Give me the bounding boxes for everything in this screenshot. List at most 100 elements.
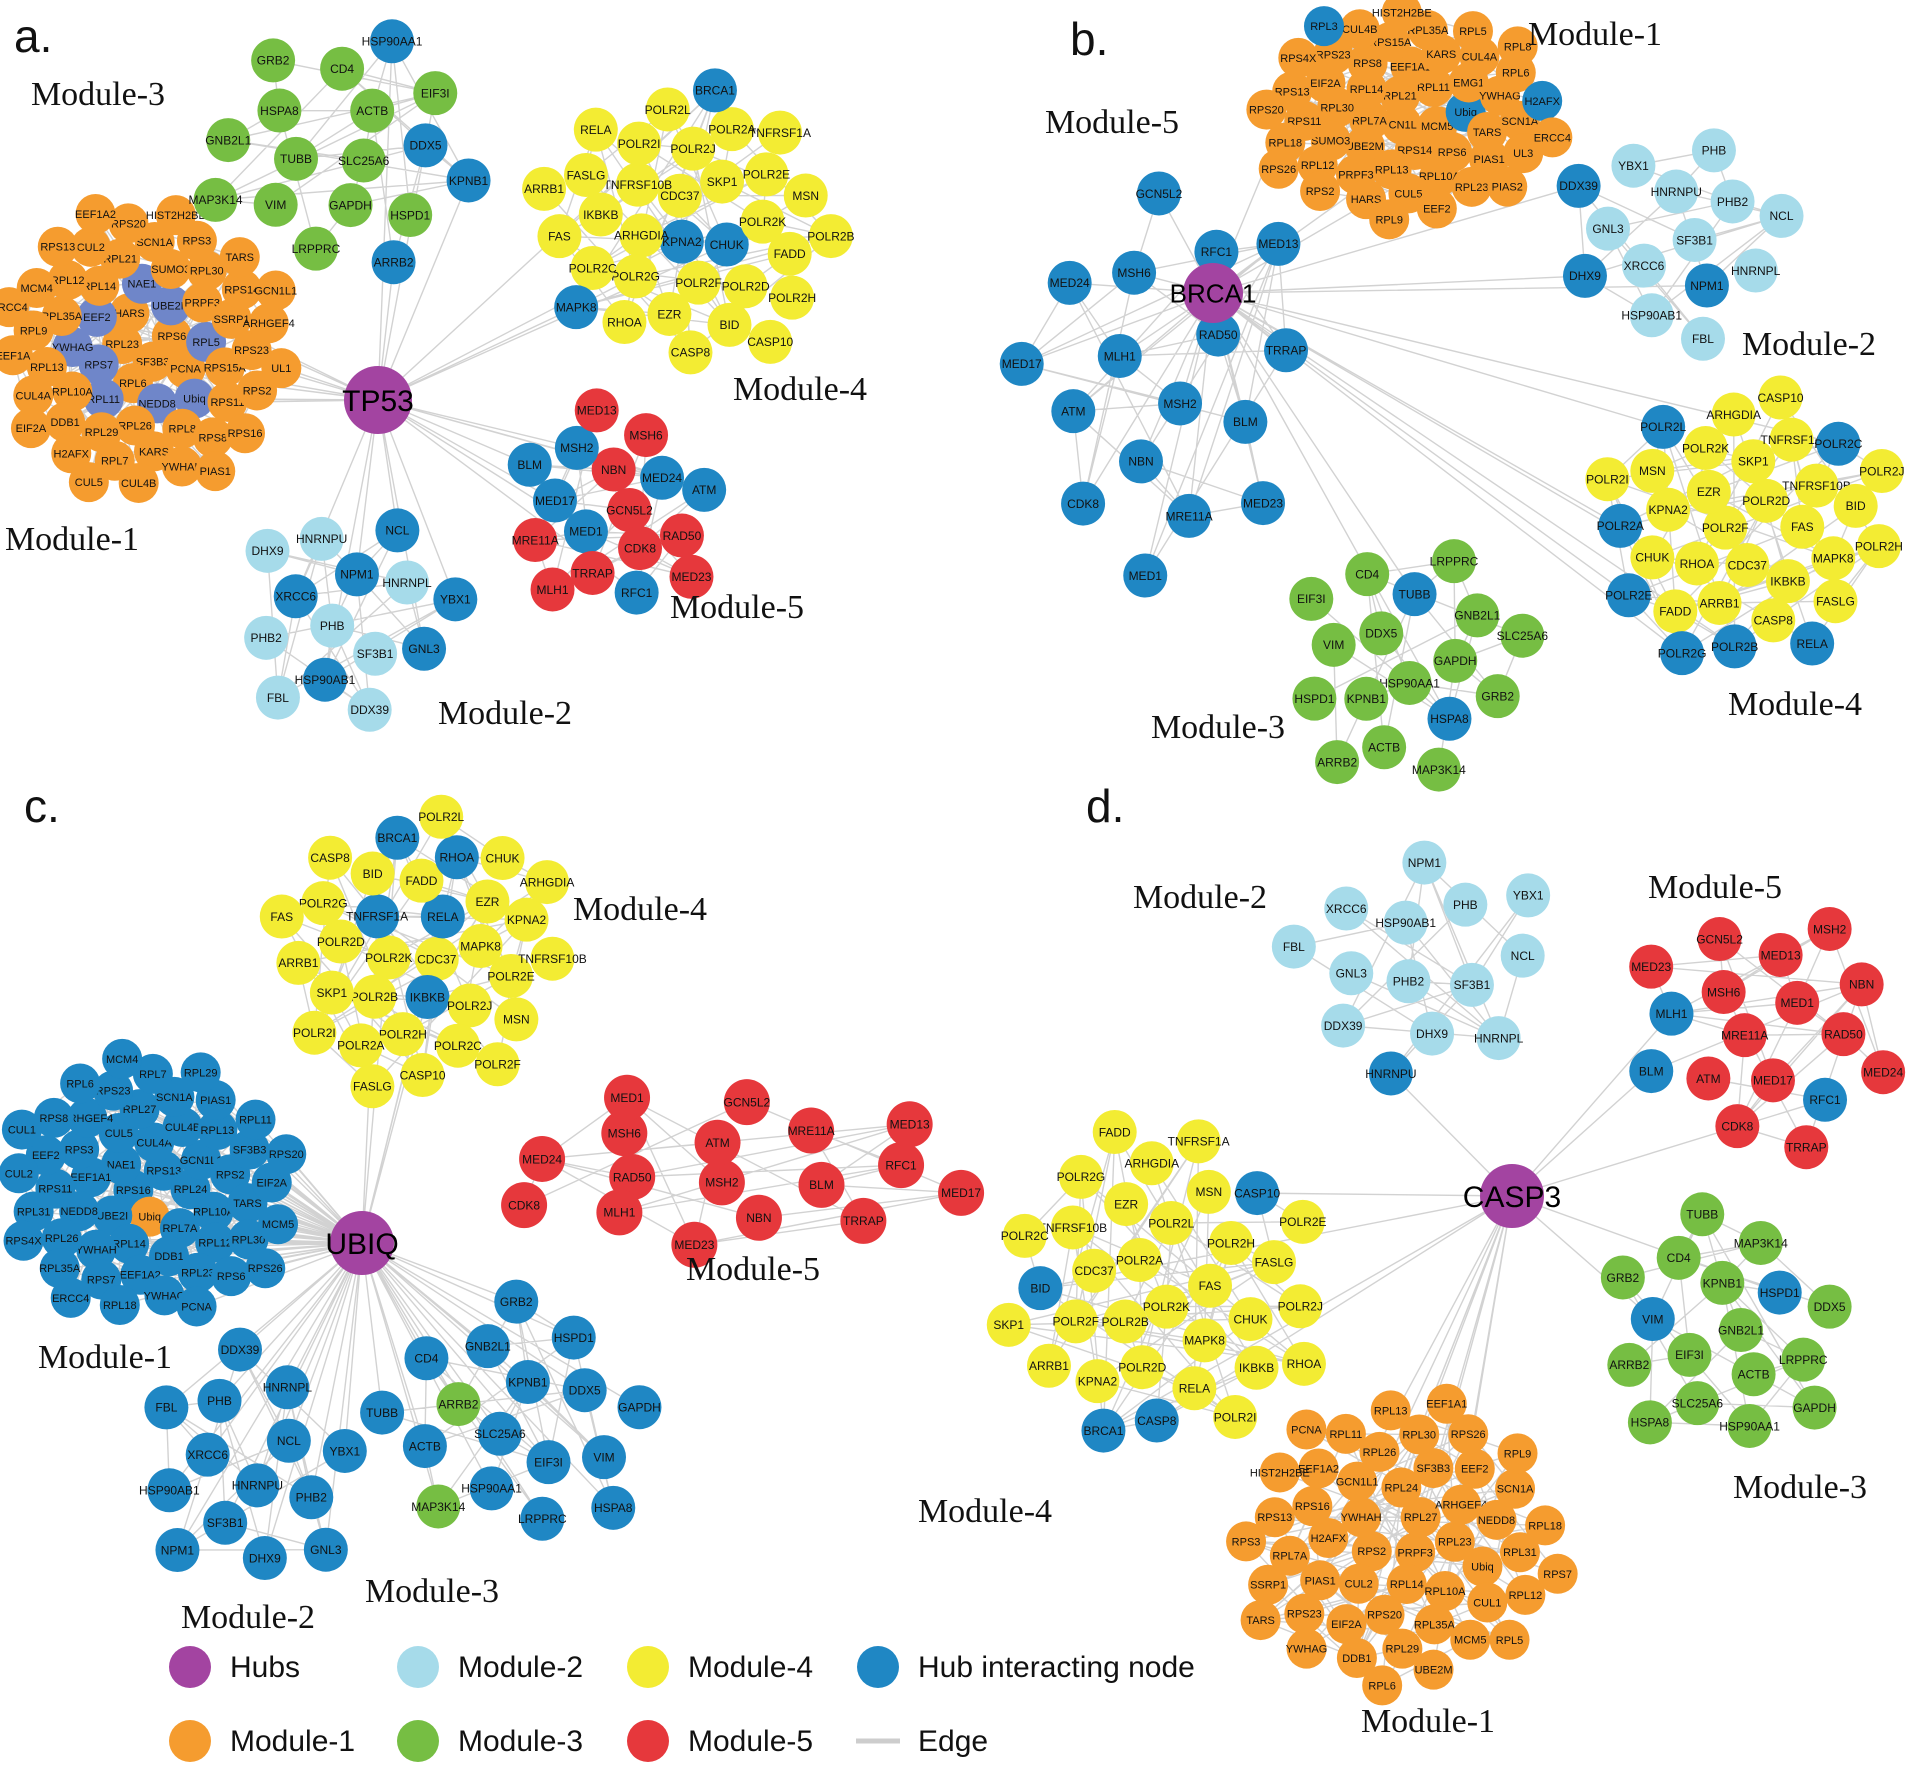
node-RPL6[interactable]	[60, 1063, 101, 1104]
node-EEF1A1[interactable]	[1426, 1383, 1467, 1424]
node-ERCC4[interactable]	[1532, 117, 1573, 158]
node-MSH6[interactable]	[624, 413, 669, 458]
node-POLR2B[interactable]	[808, 214, 853, 259]
node-MED24[interactable]	[1861, 1050, 1906, 1095]
node-BID[interactable]	[1018, 1266, 1063, 1311]
node-BRCA1[interactable]	[1081, 1408, 1126, 1453]
node-UL3[interactable]	[1503, 133, 1544, 174]
node-RPL11[interactable]	[235, 1099, 276, 1140]
node-KPNB1[interactable]	[446, 158, 491, 203]
node-ACTB[interactable]	[1731, 1352, 1776, 1397]
node-RPS8[interactable]	[192, 417, 233, 458]
node-RPL13[interactable]	[1370, 1390, 1411, 1431]
node-CASP8[interactable]	[1751, 598, 1796, 643]
node-HNRNPL[interactable]	[385, 560, 430, 605]
node-SF3B3[interactable]	[229, 1129, 270, 1170]
node-ARRB2[interactable]	[371, 240, 416, 285]
node-ARHGDIA[interactable]	[1711, 392, 1756, 437]
node-XRCC6[interactable]	[273, 574, 318, 619]
node-HSP90AA1[interactable]	[1727, 1403, 1772, 1448]
node-CASP8[interactable]	[668, 330, 713, 375]
node-LRPPRC[interactable]	[520, 1496, 565, 1541]
node-ARRB2[interactable]	[1607, 1342, 1652, 1387]
node-NBN[interactable]	[1839, 962, 1884, 1007]
node-RPS14[interactable]	[221, 269, 262, 310]
node-HSP90AA1[interactable]	[370, 19, 415, 64]
node-RPL24[interactable]	[1381, 1467, 1422, 1508]
node-CDK8[interactable]	[618, 526, 663, 571]
node-PRPF3[interactable]	[1395, 1532, 1436, 1573]
node-EIF3I[interactable]	[413, 71, 458, 116]
node-EEF2[interactable]	[1454, 1448, 1495, 1489]
node-VIM[interactable]	[582, 1435, 627, 1480]
node-CDK8[interactable]	[501, 1182, 548, 1229]
node-EIF3I[interactable]	[1667, 1332, 1712, 1377]
node-KPNB1[interactable]	[1700, 1260, 1745, 1305]
node-ARHGEF4[interactable]	[1441, 1484, 1482, 1525]
node-SKP1[interactable]	[1731, 439, 1776, 484]
node-HSP90AA1[interactable]	[469, 1466, 514, 1511]
node-POLR2I[interactable]	[1585, 457, 1630, 502]
node-PHB2[interactable]	[1710, 179, 1755, 224]
node-EEF2[interactable]	[1416, 188, 1457, 229]
node-EEF1A[interactable]	[0, 335, 33, 376]
node-MED17[interactable]	[938, 1169, 985, 1216]
node-RFC1[interactable]	[1803, 1077, 1848, 1122]
node-POLR2H[interactable]	[1856, 524, 1901, 569]
node-MSN[interactable]	[1630, 448, 1675, 493]
node-TARS[interactable]	[219, 237, 260, 278]
node-CUL2[interactable]	[1338, 1563, 1379, 1604]
node-MSH2[interactable]	[554, 425, 599, 470]
node-RPS23[interactable]	[1284, 1593, 1325, 1634]
node-EEF2[interactable]	[76, 296, 117, 337]
node-RPL23[interactable]	[177, 1252, 218, 1293]
node-CDC37[interactable]	[1072, 1248, 1117, 1293]
node-CUL1[interactable]	[1467, 1582, 1508, 1623]
node-HSPA8[interactable]	[591, 1485, 636, 1530]
node-POLR2B[interactable]	[1712, 624, 1757, 669]
node-TNFRSF1A[interactable]	[1769, 417, 1814, 462]
node-PCNA[interactable]	[176, 1286, 217, 1327]
node-RPL7A[interactable]	[1269, 1535, 1310, 1576]
node-POLR2H[interactable]	[1209, 1221, 1254, 1266]
node-HSPD1[interactable]	[1757, 1270, 1802, 1315]
node-MLH1[interactable]	[1649, 991, 1694, 1036]
node-RPL23[interactable]	[1434, 1521, 1475, 1562]
node-FAS[interactable]	[537, 214, 582, 259]
node-RPS6[interactable]	[151, 316, 192, 357]
node-RPL31[interactable]	[1499, 1532, 1540, 1573]
node-YWHAG[interactable]	[1286, 1628, 1327, 1669]
node-RPS26[interactable]	[1258, 148, 1299, 189]
node-MAP3K14[interactable]	[1416, 747, 1461, 792]
node-DDX39[interactable]	[347, 687, 392, 732]
node-FAS[interactable]	[259, 894, 304, 939]
node-YWHAH[interactable]	[161, 446, 202, 487]
node-RAD50[interactable]	[659, 513, 704, 558]
node-FADD[interactable]	[1092, 1110, 1137, 1155]
node-IKBKB[interactable]	[1234, 1345, 1279, 1390]
node-RELA[interactable]	[420, 894, 465, 939]
node-FASLG[interactable]	[563, 152, 608, 197]
node-YBX1[interactable]	[1506, 873, 1551, 918]
node-POLR2E[interactable]	[1606, 573, 1651, 618]
node-POLR2G[interactable]	[1058, 1154, 1103, 1199]
node-PIAS2[interactable]	[1487, 166, 1528, 207]
node-MCM4[interactable]	[102, 1038, 143, 1079]
hub-node-CASP3[interactable]	[1480, 1164, 1544, 1228]
node-NBN[interactable]	[591, 447, 636, 492]
node-HNRNPU[interactable]	[235, 1463, 280, 1508]
node-KPNA2[interactable]	[659, 219, 704, 264]
node-HSP90AB1[interactable]	[147, 1468, 192, 1513]
node-RPL35A[interactable]	[1414, 1604, 1455, 1645]
node-POLR2E[interactable]	[1280, 1199, 1325, 1244]
node-MED23[interactable]	[1629, 944, 1674, 989]
node-ARRB1[interactable]	[522, 166, 567, 211]
node-PHB2[interactable]	[1386, 959, 1431, 1004]
node-TNFRSF10B[interactable]	[615, 162, 660, 207]
node-MSN[interactable]	[1186, 1169, 1231, 1214]
hub-node-TP53[interactable]	[344, 366, 412, 434]
node-MED13[interactable]	[886, 1101, 933, 1148]
node-HSP90AB1[interactable]	[1629, 293, 1674, 338]
node-POLR2J[interactable]	[671, 126, 716, 171]
node-GRB2[interactable]	[1475, 674, 1520, 719]
